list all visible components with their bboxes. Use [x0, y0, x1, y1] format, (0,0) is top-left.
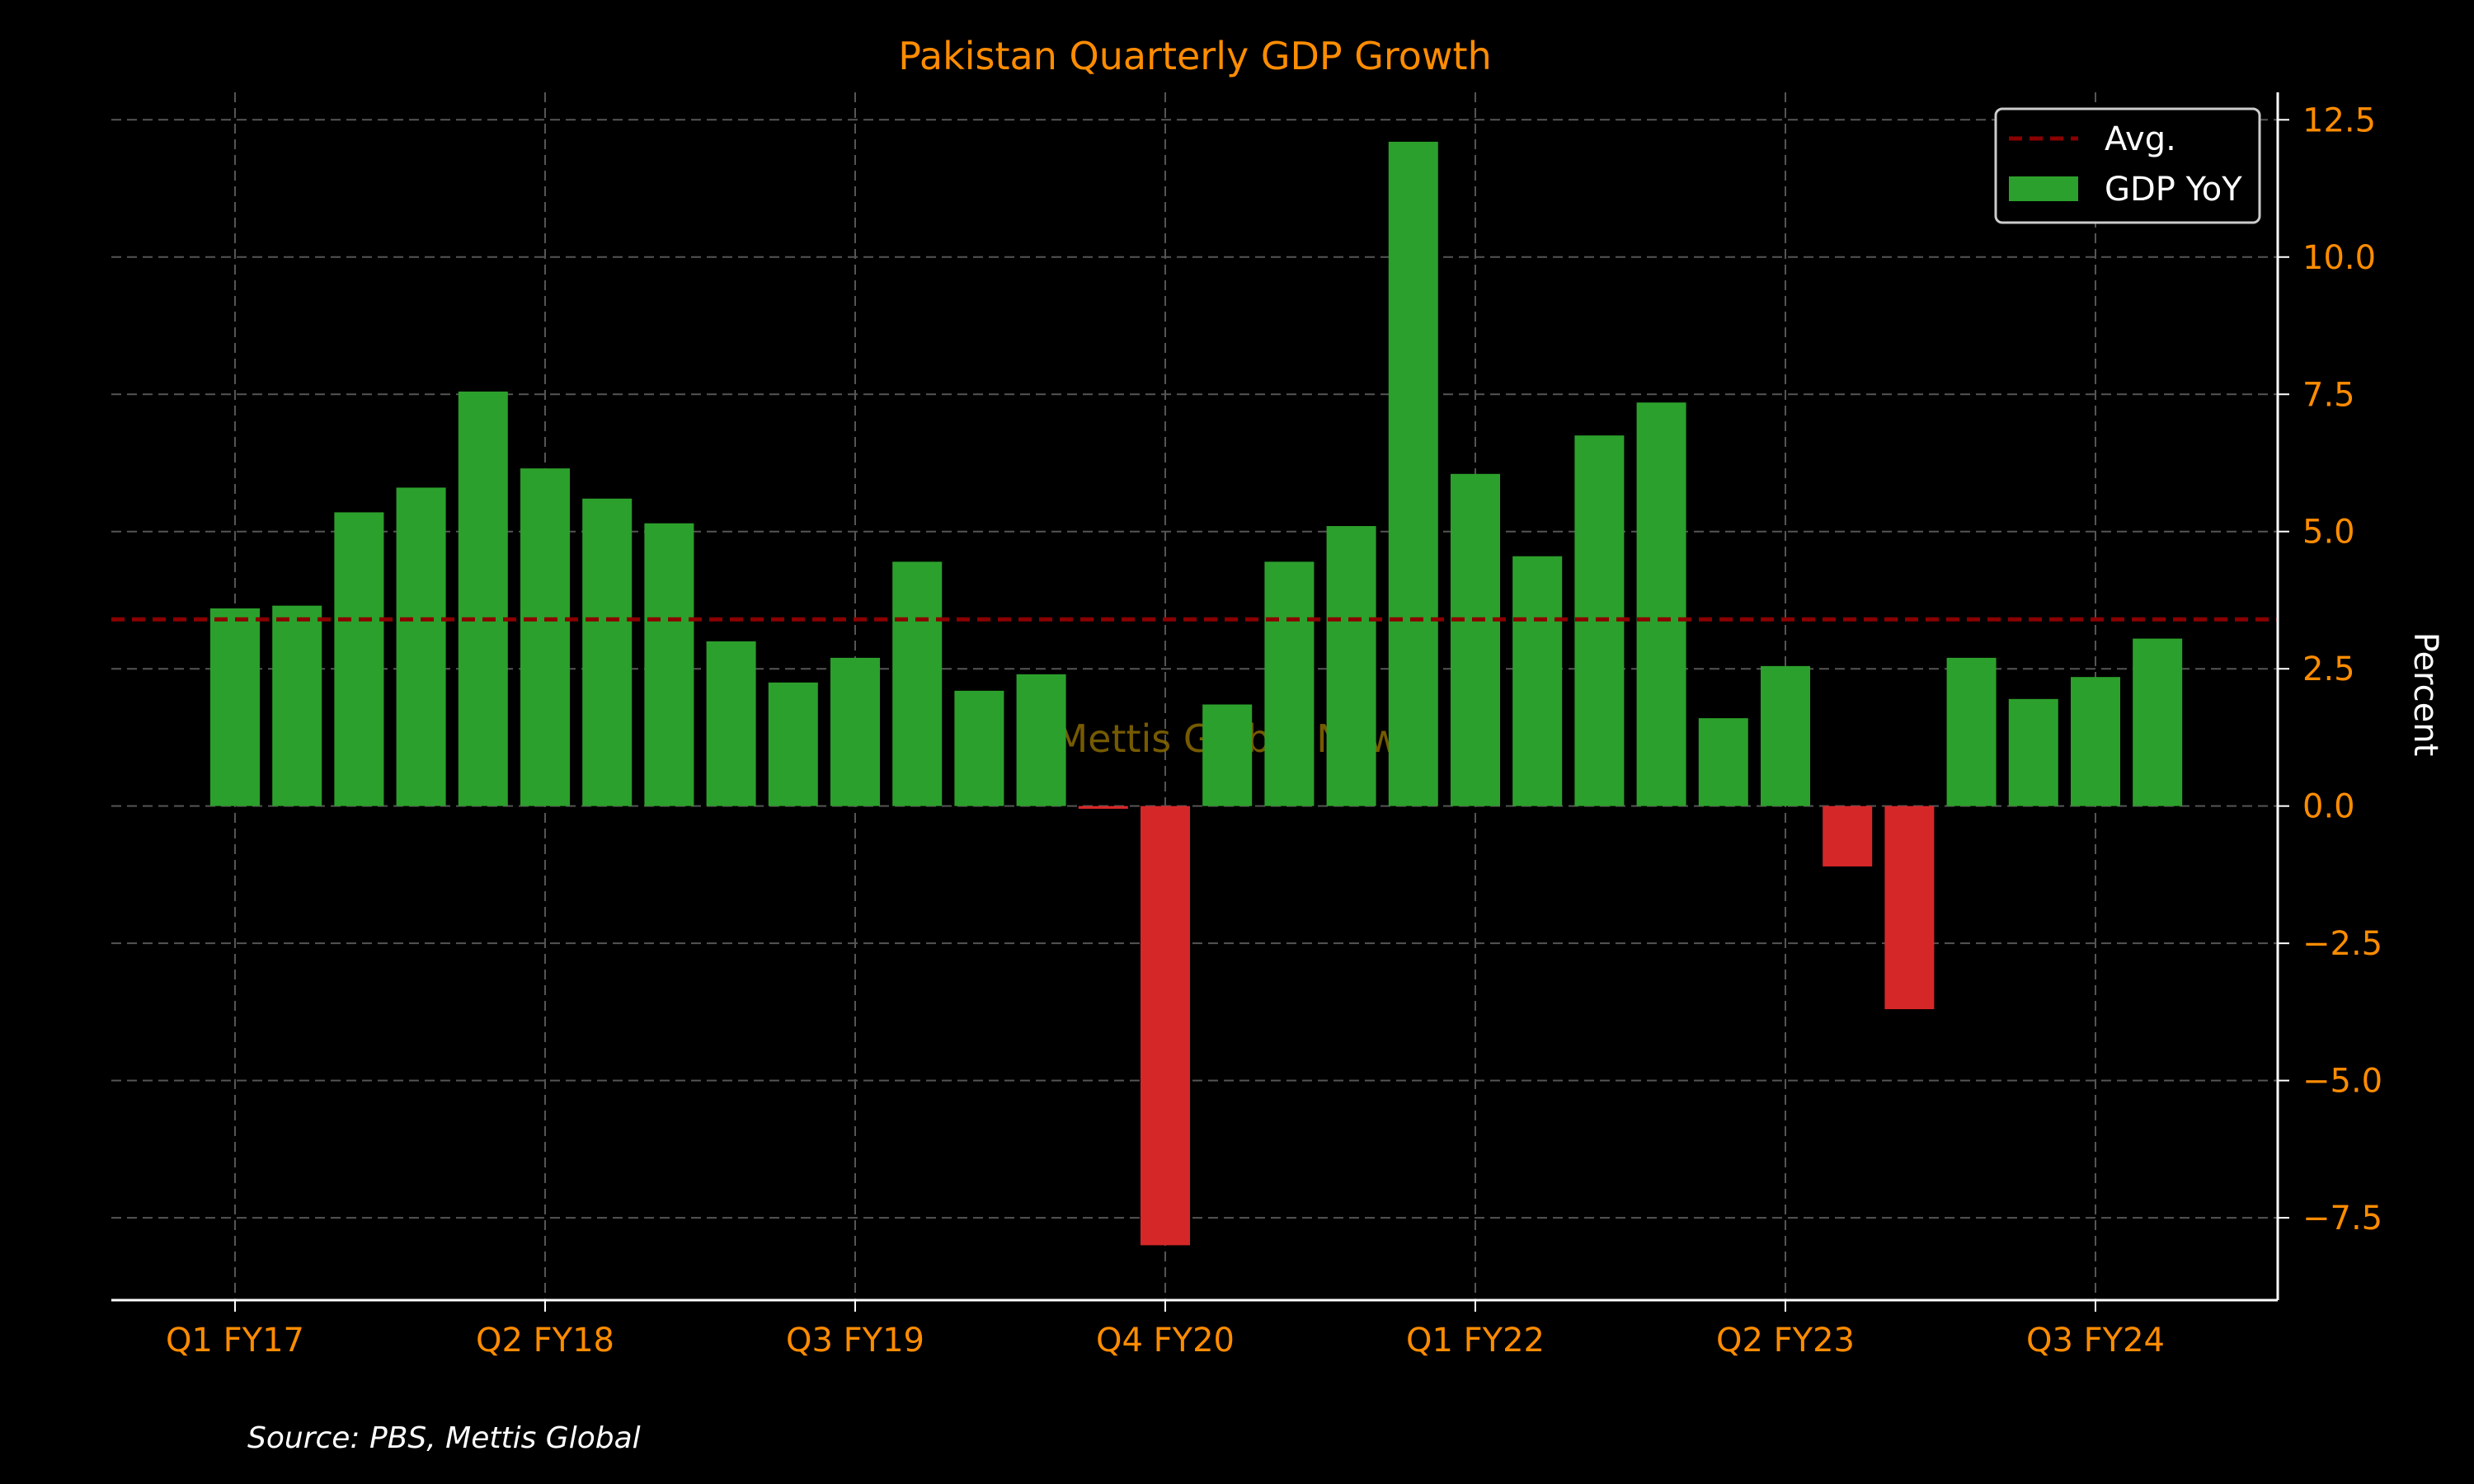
bar: [1016, 674, 1066, 806]
y-tick-label: 0.0: [2302, 788, 2355, 826]
y-tick-label: 10.0: [2302, 239, 2376, 277]
bar: [1451, 473, 1500, 806]
ticks-layer: 12.5 10.0 7.5 5.0 2.5 0.0 −2.5 −5.0 −7.5 Q1 FY17 Q…: [166, 101, 2382, 1360]
source-note: Source: PBS, Mettis Global: [247, 1421, 641, 1455]
bar: [1078, 805, 1128, 810]
bar: [954, 690, 1004, 806]
x-tick-label: Q3 FY19: [786, 1322, 924, 1360]
x-tick-label: Q4 FY20: [1096, 1322, 1235, 1360]
bar: [706, 641, 756, 806]
bar: [1761, 665, 1810, 806]
y-tick-label: 12.5: [2302, 101, 2376, 139]
bar: [2133, 638, 2183, 806]
legend-gdp-label: GDP YoY: [2105, 171, 2242, 209]
bar: [1698, 718, 1748, 806]
bar: [1264, 561, 1315, 806]
x-tick-label: Q2 FY23: [1716, 1322, 1855, 1360]
legend: Avg. GDP YoY: [1994, 107, 2261, 224]
bar: [210, 608, 260, 806]
legend-avg-label: Avg.: [2105, 120, 2176, 158]
bar: [458, 391, 508, 806]
bar: [1636, 402, 1686, 806]
x-tick-label: Q1 FY17: [166, 1322, 304, 1360]
bar: [1202, 704, 1253, 806]
bar: [830, 657, 880, 806]
bar: [1326, 526, 1376, 806]
bar: [1946, 657, 1997, 806]
y-tick-label: 7.5: [2302, 376, 2355, 414]
bar: [272, 605, 322, 806]
bar: [396, 487, 446, 806]
y-tick-label: −7.5: [2302, 1200, 2382, 1237]
bar: [1884, 805, 1935, 1010]
x-tick-label: Q2 FY18: [476, 1322, 614, 1360]
x-tick-label: Q1 FY22: [1406, 1322, 1545, 1360]
bar: [1388, 141, 1438, 806]
bar: [2071, 677, 2120, 806]
bar: [2008, 698, 2058, 806]
y-tick-label: −2.5: [2302, 925, 2382, 963]
y-axis-label: Percent: [2406, 632, 2444, 757]
bar: [768, 682, 818, 806]
bar: [1823, 805, 1873, 866]
axes-layer: [111, 92, 2279, 1302]
y-tick-label: 5.0: [2302, 514, 2355, 552]
bar: [892, 561, 943, 806]
legend-gdp-swatch: [2009, 176, 2078, 201]
bar: [1512, 556, 1563, 806]
bar: [334, 512, 384, 806]
bar: [1141, 805, 1190, 1246]
y-tick-label: −5.0: [2302, 1063, 2382, 1101]
chart-title: Pakistan Quarterly GDP Growth: [898, 34, 1492, 78]
bar: [582, 498, 633, 806]
bar: [520, 468, 570, 806]
y-tick-label: 2.5: [2302, 650, 2355, 688]
x-tick-label: Q3 FY24: [2026, 1322, 2165, 1360]
bar: [644, 523, 694, 806]
